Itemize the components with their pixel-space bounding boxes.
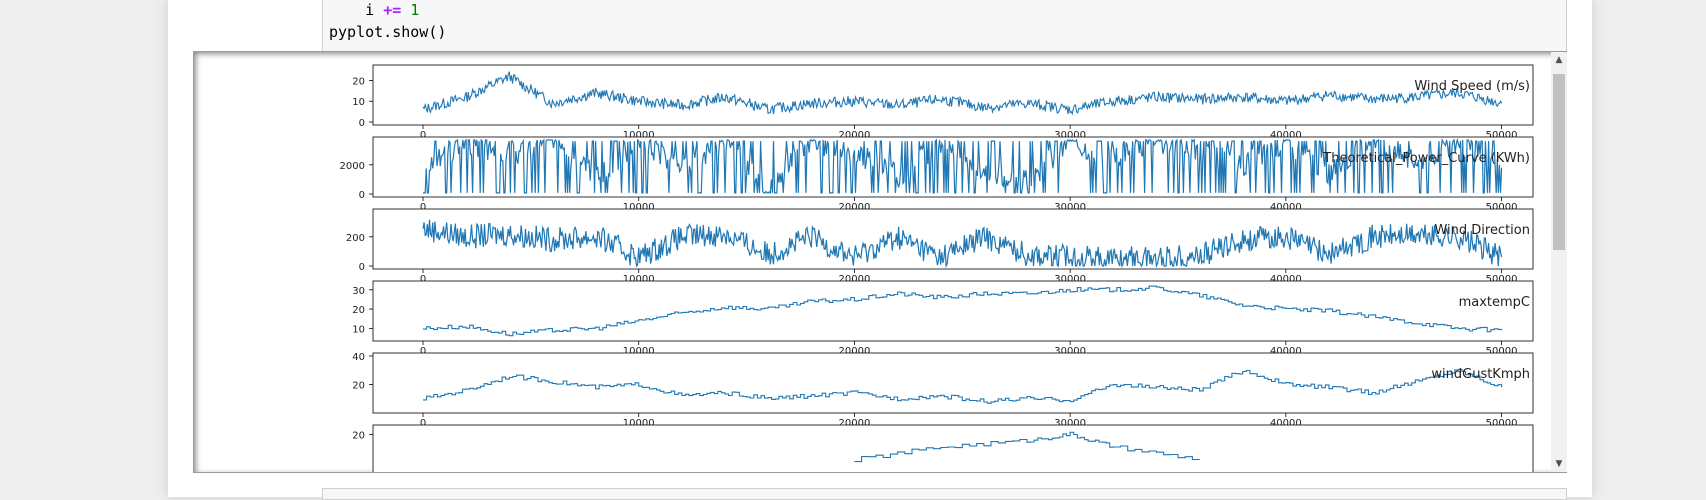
output-scrollbar[interactable]: ▲ ▼ (1551, 52, 1567, 472)
xtick-label: 10000 (623, 202, 655, 213)
code-operator: += (383, 1, 402, 19)
series-line (422, 71, 1503, 116)
subplot-4: 10 20 30 0 10000 20000 30000 40000 50000 maxtempC (352, 280, 1534, 357)
xtick-label: 40000 (1270, 346, 1302, 357)
code-var-i: i (365, 1, 375, 19)
ytick-label: 200 (346, 233, 365, 244)
code-cell[interactable]: i += 1 pyplot.show() (322, 0, 1567, 52)
axes-frame (372, 424, 1534, 472)
xtick-label: 20000 (839, 418, 871, 429)
ytick-label: 20 (352, 305, 365, 316)
axes-frame (372, 280, 1534, 342)
ytick-label: 10 (352, 97, 365, 108)
subplot-1: 0 10 20 0 10000 20000 30000 40000 50000 Wind Spee… (352, 64, 1534, 141)
subplot-title: Theoretical_Power_Curve (KWh) (1322, 151, 1530, 166)
xtick-label: 20000 (839, 274, 871, 285)
subplot-3: 0 200 0 10000 20000 30000 40000 50000 Wind Direc… (346, 208, 1534, 285)
subplot-title: maxtempC (1459, 295, 1530, 310)
code-line-increment: i += 1 (329, 0, 419, 20)
series-line (854, 431, 1201, 463)
ytick-label: 0 (359, 118, 365, 129)
xtick-label: 0 (420, 346, 426, 357)
xtick-label: 30000 (1054, 130, 1086, 141)
xtick-label: 50000 (1486, 202, 1518, 213)
code-line-show: pyplot.show() (329, 23, 447, 41)
xtick-label: 50000 (1486, 274, 1518, 285)
xtick-label: 20000 (839, 130, 871, 141)
axes-frame (372, 208, 1534, 270)
xtick-label: 50000 (1486, 346, 1518, 357)
xtick-label: 30000 (1054, 202, 1086, 213)
ytick-label: 0 (359, 190, 365, 201)
ytick-label: 2000 (340, 161, 365, 172)
ytick-label: 20 (352, 76, 365, 87)
ytick-label: 0 (359, 262, 365, 273)
xtick-label: 0 (420, 418, 426, 429)
xtick-label: 20000 (839, 346, 871, 357)
code-number: 1 (410, 1, 420, 19)
subplot-title: Wind Direction (1434, 223, 1530, 238)
xtick-label: 40000 (1270, 202, 1302, 213)
ytick-label: 10 (352, 324, 365, 335)
xtick-label: 0 (420, 202, 426, 213)
scroll-thumb[interactable] (1553, 74, 1565, 250)
series-line (423, 137, 1503, 195)
subplot-title: windGustKmph (1431, 367, 1530, 382)
series-line (422, 219, 1503, 269)
xtick-label: 10000 (623, 130, 655, 141)
xtick-label: 40000 (1270, 274, 1302, 285)
xtick-label: 30000 (1054, 274, 1086, 285)
ytick-label: 20 (352, 430, 365, 441)
ytick-label: 20 (352, 380, 365, 391)
xtick-label: 0 (420, 274, 426, 285)
xtick-label: 10000 (623, 274, 655, 285)
scroll-down-icon[interactable]: ▼ (1555, 459, 1563, 469)
xtick-label: 30000 (1054, 346, 1086, 357)
series-line (423, 368, 1503, 404)
xtick-label: 50000 (1486, 130, 1518, 141)
subplot-6: 20 (352, 424, 1534, 472)
series-line (423, 285, 1503, 337)
xtick-label: 20000 (839, 202, 871, 213)
xtick-label: 0 (420, 130, 426, 141)
subplot-title: Wind Speed (m/s) (1414, 79, 1530, 94)
output-area[interactable]: 0 10 20 0 10000 20000 30000 40000 50000 Wind Spee… (193, 51, 1567, 473)
xtick-label: 50000 (1486, 418, 1518, 429)
xtick-label: 10000 (623, 418, 655, 429)
next-code-cell[interactable] (322, 488, 1567, 500)
ytick-label: 40 (352, 352, 365, 363)
xtick-label: 30000 (1054, 418, 1086, 429)
xtick-label: 40000 (1270, 418, 1302, 429)
axes-frame (372, 352, 1534, 414)
scroll-up-icon[interactable]: ▲ (1555, 55, 1563, 65)
xtick-label: 40000 (1270, 130, 1302, 141)
xtick-label: 10000 (623, 346, 655, 357)
subplot-5: 20 40 0 10000 20000 30000 40000 50000 windGustKm… (352, 352, 1534, 429)
ytick-label: 30 (352, 286, 365, 297)
